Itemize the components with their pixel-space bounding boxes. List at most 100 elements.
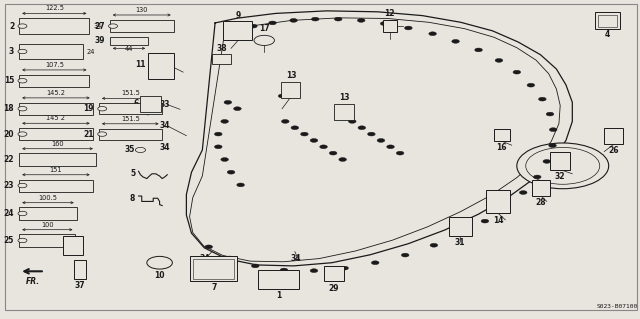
- Bar: [532, 180, 550, 196]
- Circle shape: [339, 158, 346, 161]
- Circle shape: [285, 88, 292, 92]
- Circle shape: [278, 94, 286, 98]
- Circle shape: [481, 219, 489, 223]
- Bar: [19, 153, 96, 166]
- Text: 22: 22: [4, 155, 14, 164]
- Circle shape: [380, 22, 388, 26]
- Text: 34: 34: [199, 254, 210, 263]
- Bar: [193, 259, 234, 278]
- Text: 5: 5: [130, 169, 135, 178]
- Text: 16: 16: [496, 143, 507, 152]
- Text: 107.5: 107.5: [45, 62, 64, 68]
- Circle shape: [396, 151, 404, 155]
- Text: 145.2: 145.2: [47, 90, 65, 96]
- Bar: [449, 217, 472, 236]
- Circle shape: [214, 132, 222, 136]
- Text: 32: 32: [555, 172, 566, 181]
- Circle shape: [224, 100, 232, 104]
- Text: 2: 2: [9, 22, 14, 31]
- Text: 145 2: 145 2: [47, 115, 65, 122]
- Circle shape: [18, 238, 27, 243]
- Circle shape: [429, 32, 436, 36]
- Text: 44: 44: [125, 46, 133, 51]
- Bar: [19, 180, 93, 192]
- Text: 25: 25: [4, 236, 14, 245]
- Text: 24: 24: [87, 48, 95, 55]
- Circle shape: [98, 132, 107, 136]
- Circle shape: [310, 138, 318, 142]
- Circle shape: [290, 19, 298, 22]
- Bar: [189, 256, 237, 281]
- Bar: [19, 103, 93, 115]
- Circle shape: [549, 128, 557, 131]
- Text: 17: 17: [259, 24, 269, 33]
- Circle shape: [18, 49, 27, 54]
- Circle shape: [250, 24, 257, 28]
- Circle shape: [320, 145, 328, 149]
- Text: 3: 3: [9, 47, 14, 56]
- Circle shape: [301, 132, 308, 136]
- Circle shape: [357, 19, 365, 22]
- Circle shape: [502, 205, 510, 209]
- Circle shape: [135, 147, 145, 152]
- Circle shape: [348, 120, 356, 123]
- Circle shape: [221, 120, 228, 123]
- Circle shape: [404, 26, 412, 30]
- Circle shape: [340, 266, 348, 270]
- Circle shape: [269, 21, 276, 25]
- Circle shape: [18, 107, 27, 111]
- Circle shape: [18, 183, 27, 188]
- Circle shape: [430, 243, 438, 247]
- Circle shape: [18, 132, 27, 136]
- Text: 35: 35: [125, 145, 135, 154]
- Text: FR.: FR.: [26, 277, 40, 286]
- Circle shape: [495, 58, 503, 62]
- Bar: [383, 20, 397, 32]
- Text: 31: 31: [455, 238, 465, 247]
- Bar: [19, 75, 90, 87]
- Circle shape: [517, 143, 609, 189]
- Bar: [19, 207, 77, 219]
- Text: 7: 7: [211, 283, 216, 293]
- Circle shape: [205, 245, 212, 249]
- Bar: [595, 12, 620, 29]
- Bar: [63, 236, 83, 256]
- Circle shape: [330, 151, 337, 155]
- Text: 39: 39: [94, 36, 105, 45]
- Bar: [212, 54, 231, 63]
- Circle shape: [457, 232, 465, 236]
- Text: 34: 34: [159, 143, 170, 152]
- Text: 151.5: 151.5: [121, 116, 140, 122]
- Bar: [99, 103, 161, 114]
- Circle shape: [291, 126, 299, 130]
- Bar: [74, 260, 86, 278]
- Circle shape: [546, 112, 554, 116]
- Bar: [258, 270, 300, 289]
- Circle shape: [387, 145, 394, 149]
- Circle shape: [334, 17, 342, 21]
- Text: 15: 15: [4, 76, 14, 85]
- Circle shape: [527, 83, 534, 87]
- Text: 151: 151: [50, 167, 62, 173]
- Bar: [148, 53, 173, 79]
- Bar: [19, 128, 93, 140]
- Text: 33: 33: [159, 100, 170, 109]
- Circle shape: [109, 24, 118, 28]
- Text: 100: 100: [41, 222, 54, 228]
- Text: 26: 26: [609, 146, 619, 155]
- Text: 23: 23: [4, 181, 14, 190]
- Text: 100.5: 100.5: [38, 195, 58, 201]
- Text: 151.5: 151.5: [121, 91, 140, 96]
- Text: 6: 6: [133, 100, 138, 108]
- Circle shape: [371, 261, 379, 265]
- Circle shape: [227, 170, 235, 174]
- Circle shape: [358, 126, 365, 130]
- Text: S023-B07100: S023-B07100: [596, 304, 638, 309]
- Circle shape: [543, 160, 550, 163]
- Circle shape: [18, 211, 27, 216]
- Bar: [604, 128, 623, 144]
- Circle shape: [98, 107, 107, 111]
- Circle shape: [520, 191, 527, 195]
- Text: 28: 28: [536, 198, 547, 207]
- Text: 130: 130: [136, 7, 148, 13]
